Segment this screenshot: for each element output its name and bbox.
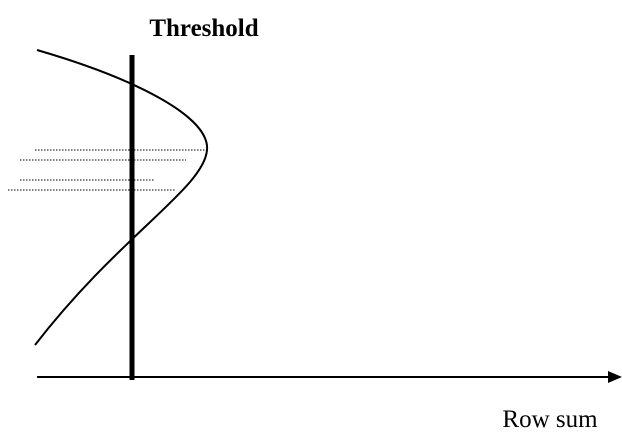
dotted-lines — [8, 149, 205, 191]
curve — [34, 49, 209, 346]
title: Threshold — [149, 15, 258, 42]
x-axis-label: Row sum — [502, 406, 598, 433]
arrowhead — [608, 371, 622, 383]
